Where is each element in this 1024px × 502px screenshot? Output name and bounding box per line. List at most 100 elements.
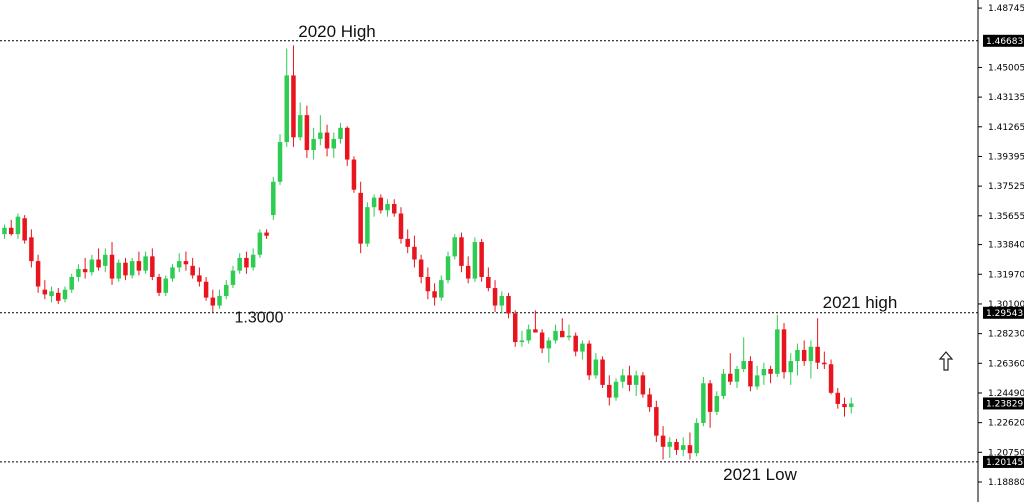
candle-body (701, 383, 706, 423)
candle-body (801, 349, 807, 362)
candle-body (244, 257, 249, 268)
y-tick-label: 1.35655 (988, 212, 1024, 222)
y-tick-label: 1.48745 (988, 4, 1024, 14)
candle-body (237, 257, 242, 271)
candle-body (492, 288, 498, 306)
candle-body (654, 407, 659, 436)
candle-body (754, 375, 760, 387)
candle-body (680, 445, 686, 450)
candle-body (512, 313, 518, 343)
candle-body (842, 403, 847, 408)
candle-body (351, 159, 357, 190)
candle-body (412, 246, 417, 260)
candle-body (560, 330, 565, 338)
candle-body (257, 232, 263, 255)
candle-body (89, 259, 95, 273)
y-tick-label: 1.30100 (988, 300, 1024, 310)
candle-body (217, 296, 222, 306)
candle-body (371, 197, 377, 208)
candle-body (418, 259, 424, 277)
up-arrow-icon (938, 351, 954, 371)
y-tick-label: 1.28230 (988, 330, 1024, 340)
price-tag-label: 1.29543 (986, 309, 1023, 319)
candle-body (277, 142, 283, 182)
candle-body (593, 359, 599, 376)
candle-body (56, 292, 61, 301)
y-tick-label: 1.18880 (988, 478, 1024, 488)
candle-body (486, 276, 491, 289)
price-axis-ticks: 1.48745 1.45005 1.43135 1.41265 1.39395 1.375… (978, 4, 1024, 488)
candle-body (674, 442, 679, 450)
candle-body (781, 329, 787, 373)
annotation-label: 1.3000 (235, 310, 284, 327)
candle-body (808, 346, 814, 362)
candles (2, 45, 854, 460)
candle-body (506, 296, 511, 314)
candle-body (230, 270, 236, 285)
y-tick-label: 1.26360 (988, 359, 1024, 369)
candle-body (22, 218, 27, 241)
candle-body (96, 259, 101, 268)
candle-body (835, 392, 841, 404)
candle-body (331, 138, 337, 149)
candle-body (291, 75, 296, 138)
candle-body (721, 373, 726, 396)
candle-body (761, 369, 767, 376)
candle-body (264, 232, 269, 236)
candle-body (459, 237, 464, 266)
candle-body (539, 332, 545, 349)
candle-body (344, 127, 350, 160)
candle-body (607, 384, 612, 398)
y-tick-label: 1.37525 (988, 182, 1024, 192)
candle-body (620, 375, 625, 382)
price-tag-bg (983, 306, 1024, 319)
candle-body (365, 207, 370, 244)
candle-body (828, 364, 834, 393)
candle-body (8, 227, 14, 235)
candle-body (734, 369, 740, 382)
candle-body (324, 132, 330, 149)
price-tag-label: 1.46683 (986, 37, 1023, 47)
candle-body (311, 138, 316, 151)
candle-body (29, 237, 34, 262)
candle-body (69, 276, 74, 290)
candle-body (660, 435, 666, 447)
y-tick-label: 1.39395 (988, 152, 1024, 162)
candle-body (82, 269, 88, 273)
candle-body (768, 369, 773, 374)
candle-body (580, 343, 585, 352)
y-tick-label: 1.41265 (988, 123, 1024, 133)
candle-body (439, 280, 444, 298)
candle-body (398, 213, 404, 239)
price-level-lines (0, 40, 978, 463)
candle-body (694, 422, 699, 454)
candle-body (76, 269, 81, 277)
candle-body (627, 375, 632, 385)
candle-body (795, 349, 800, 362)
candle-body (546, 340, 552, 349)
candle-body (707, 383, 713, 412)
candle-body (2, 227, 7, 235)
candle-body (123, 262, 128, 276)
candle-body (432, 291, 437, 298)
candle-body (15, 216, 21, 235)
candle-body (197, 275, 202, 282)
candle-body (425, 276, 431, 292)
y-tick-label: 1.22620 (988, 419, 1024, 429)
price-tag-label: 1.23829 (986, 399, 1023, 409)
candle-body (573, 335, 578, 352)
annotation-label: 2021 Low (723, 465, 797, 484)
annotation-label: 2021 high (823, 293, 898, 312)
candle-body (224, 284, 229, 297)
candle-body (815, 346, 820, 363)
candle-body (203, 281, 209, 298)
candle-body (103, 254, 108, 266)
candle-body (687, 445, 693, 454)
y-tick-label: 1.45005 (988, 63, 1024, 73)
candle-body (775, 329, 780, 374)
candle-body (271, 181, 276, 216)
candle-body (150, 256, 155, 277)
y-tick-label: 1.33840 (988, 241, 1024, 251)
candle-body (116, 262, 121, 279)
candle-body (613, 381, 619, 398)
